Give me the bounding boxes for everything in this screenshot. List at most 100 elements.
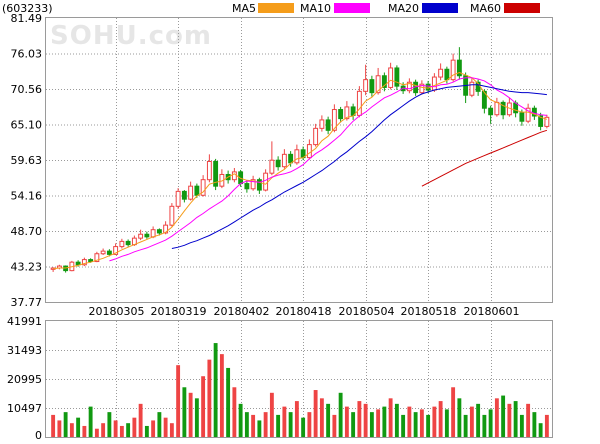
candle	[156, 228, 162, 236]
volume-tick-label: 41991	[7, 315, 42, 328]
volume-bar	[113, 420, 118, 437]
candle-body	[281, 153, 287, 168]
volume-bar	[538, 423, 543, 437]
candle-body	[231, 171, 237, 181]
candle	[169, 203, 175, 227]
legend-swatch	[258, 3, 294, 13]
volume-grid	[46, 350, 552, 409]
volume-bar	[144, 425, 149, 437]
candle-body	[169, 205, 175, 226]
candle	[431, 73, 437, 92]
volume-bar	[494, 398, 499, 437]
moving-average-lines	[53, 71, 548, 270]
candle-body	[456, 59, 462, 77]
candle-body	[525, 107, 531, 122]
price-tick-label: 70.56	[11, 83, 43, 96]
candle-body	[106, 250, 112, 255]
candle-body	[319, 119, 325, 129]
candle-body	[375, 75, 381, 94]
volume-bar	[194, 398, 199, 437]
candle-body	[313, 127, 319, 146]
volume-bar	[307, 412, 312, 437]
candle-body	[269, 159, 275, 174]
volume-bar	[301, 417, 306, 437]
candle	[356, 86, 362, 118]
candle-body	[163, 224, 169, 234]
price-y-axis: 81.49 76.03 70.56 65.10 59.63 54.16 48.70 43.23…	[11, 12, 43, 309]
volume-bar	[107, 412, 112, 437]
volume-bar	[432, 406, 437, 437]
volume-bar	[269, 392, 274, 437]
candle-body	[325, 119, 331, 131]
ma10-line	[109, 77, 547, 262]
candle	[63, 265, 69, 273]
candle	[119, 238, 125, 249]
candle	[350, 103, 356, 120]
volume-bar	[163, 417, 168, 437]
candle-body	[206, 160, 212, 181]
candle-body	[544, 116, 550, 127]
candle	[463, 72, 469, 104]
candle-body	[75, 261, 81, 266]
volume-bar	[363, 403, 368, 437]
candle	[325, 116, 331, 135]
candle	[294, 144, 300, 165]
volume-bar	[182, 387, 187, 437]
candle	[500, 100, 506, 120]
candle-body	[125, 240, 131, 246]
date-tick-label: 20180601	[464, 305, 520, 318]
price-tick-label: 37.77	[11, 296, 43, 309]
candle	[138, 229, 144, 241]
candle	[306, 139, 312, 160]
price-tick-label: 48.70	[11, 225, 43, 238]
candle	[281, 149, 287, 169]
candle	[369, 75, 375, 97]
volume-bar	[294, 401, 299, 437]
candle	[219, 169, 225, 189]
candle-body	[494, 101, 500, 116]
candle	[175, 188, 181, 209]
volume-bar	[438, 401, 443, 437]
candle-body	[519, 112, 525, 122]
candle-body	[469, 81, 475, 96]
volume-bar	[476, 403, 481, 437]
candle-body	[381, 75, 387, 88]
volume-bar	[444, 409, 449, 437]
ma20-line	[171, 84, 547, 249]
candle	[469, 77, 475, 98]
candle	[388, 62, 394, 90]
candle-body	[406, 81, 412, 92]
volume-bar	[357, 401, 362, 437]
candle-body	[144, 233, 150, 238]
candle	[394, 65, 400, 91]
candle-body	[181, 190, 187, 200]
volume-bar	[82, 425, 87, 437]
candle	[331, 104, 337, 133]
volume-tick-label: 10497	[7, 402, 42, 415]
candle	[406, 78, 412, 94]
candle	[363, 64, 369, 96]
volume-bar	[201, 376, 206, 437]
volume-bar	[138, 403, 143, 437]
candle-body	[444, 68, 450, 81]
candle	[81, 257, 87, 267]
volume-bar	[382, 406, 387, 437]
candle	[100, 248, 106, 256]
candle-body	[94, 253, 100, 263]
volume-bar	[469, 406, 474, 437]
candle-body	[306, 144, 312, 159]
candle-body	[88, 259, 94, 263]
volume-bar	[338, 392, 343, 437]
candle	[338, 106, 344, 123]
candle	[313, 123, 319, 147]
volume-bar	[457, 398, 462, 437]
legend-swatch	[334, 3, 370, 13]
candle-body	[488, 107, 494, 116]
volume-bar	[407, 406, 412, 437]
watermark: SOHU.com	[50, 21, 212, 51]
date-tick-label: 20180418	[276, 305, 332, 318]
candle-body	[388, 67, 394, 88]
volume-bar	[501, 395, 506, 437]
